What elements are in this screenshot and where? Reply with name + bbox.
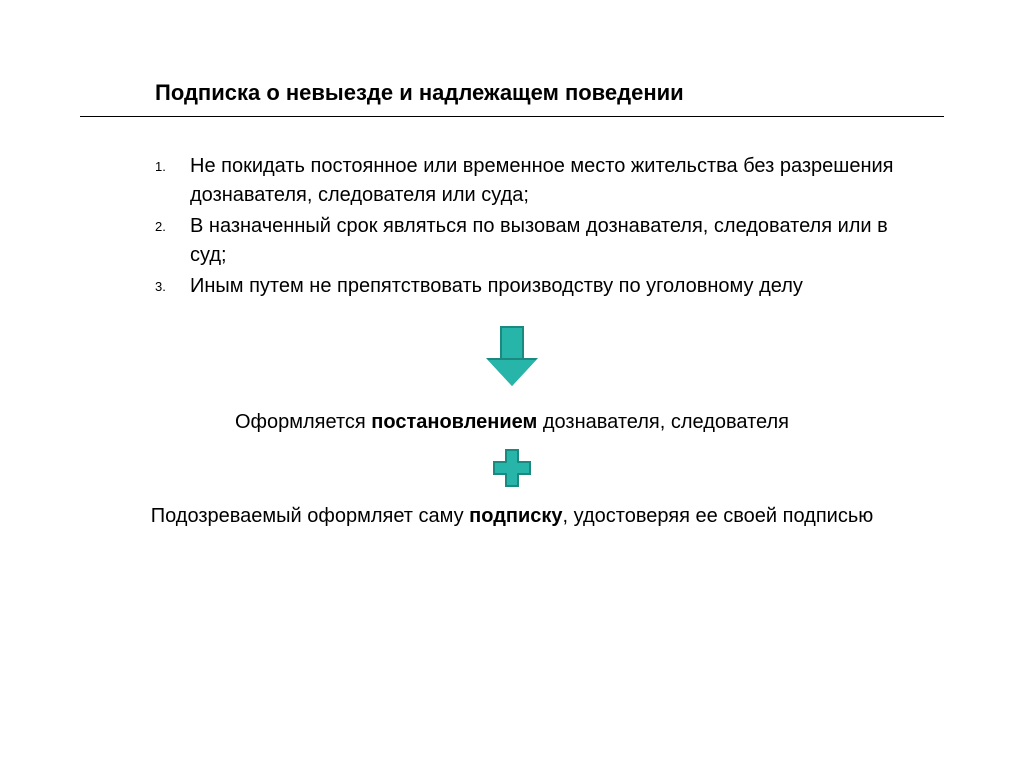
plus-container [80, 449, 944, 487]
slide-title: Подписка о невыезде и надлежащем поведен… [155, 80, 944, 106]
bottom-text: Подозреваемый оформляет саму подписку, у… [80, 502, 944, 530]
middle-prefix: Оформляется [235, 411, 371, 433]
list-item: В назначенный срок являться по вызовам д… [155, 212, 904, 270]
bottom-suffix: , удостоверяя ее своей подписью [563, 505, 874, 527]
arrow-down-icon [488, 326, 536, 386]
numbered-list: Не покидать постоянное или временное мес… [155, 152, 904, 301]
arrow-container [80, 326, 944, 386]
list-item: Иным путем не препятствовать производств… [155, 272, 904, 301]
middle-suffix: дознавателя, следователя [537, 411, 789, 433]
bottom-prefix: Подозреваемый оформляет саму [151, 505, 469, 527]
title-divider [80, 116, 944, 117]
middle-bold: постановлением [371, 411, 537, 433]
numbered-list-container: Не покидать постоянное или временное мес… [80, 152, 944, 301]
list-item: Не покидать постоянное или временное мес… [155, 152, 904, 210]
middle-text: Оформляется постановлением дознавателя, … [80, 411, 944, 434]
bottom-bold: подписку [469, 505, 562, 527]
plus-icon [493, 449, 531, 487]
